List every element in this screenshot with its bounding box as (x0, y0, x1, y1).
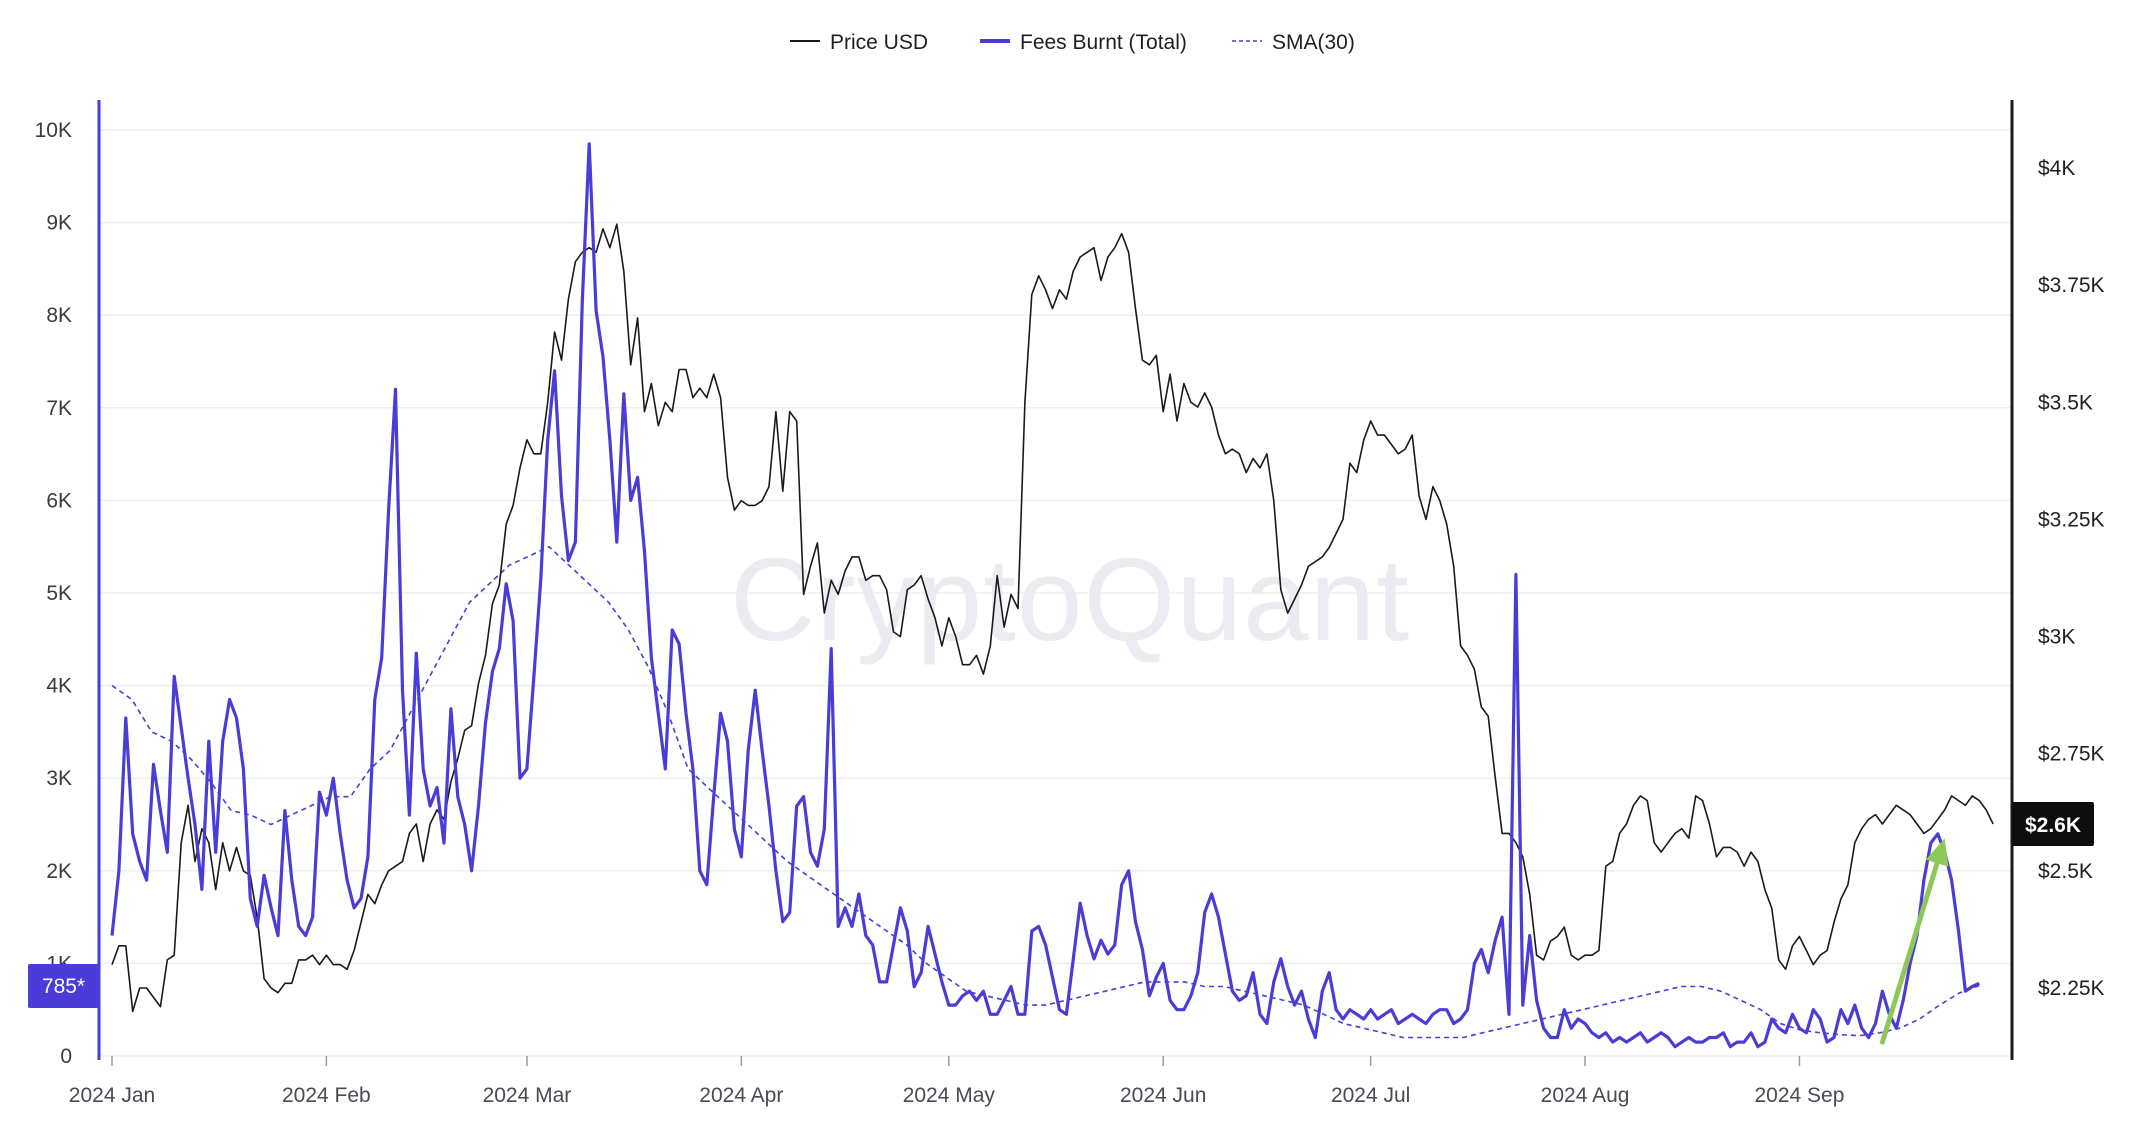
trend-arrow (1879, 838, 1949, 1045)
right-axis-ticks: $2.25K $2.5K $2.75K $3K $3.25K $3.5K $3.75K $4K (2038, 157, 2105, 1000)
right-badge-text: $2.6K (2025, 814, 2081, 837)
fees-line (110, 142, 1980, 1049)
left-tick-label: 3K (46, 767, 72, 790)
right-tick-label: $4K (2038, 157, 2075, 180)
grid-lines (99, 129, 2012, 1057)
legend-label: Price USD (830, 31, 928, 54)
x-tick-label: 2024 Jul (1331, 1084, 1410, 1107)
x-tick-label: 2024 Apr (699, 1084, 783, 1107)
legend-label: Fees Burnt (Total) (1020, 31, 1187, 54)
left-tick-label: 4K (46, 675, 72, 698)
left-current-badge: 785* (28, 964, 99, 1008)
left-badge-box (28, 964, 99, 1008)
right-tick-label: $3.5K (2038, 391, 2093, 414)
price-line (111, 223, 1994, 1013)
x-tick-label: 2024 Sep (1754, 1084, 1844, 1107)
right-badge-box (2012, 802, 2094, 846)
x-tick-label: 2024 Jan (69, 1084, 155, 1107)
watermark: CryptoQuant (730, 534, 1410, 666)
x-tick-label: 2024 Jun (1120, 1084, 1206, 1107)
price-series (111, 223, 1994, 1013)
legend: Price USD Fees Burnt (Total) SMA(30) (790, 31, 1355, 54)
left-tick-label: 7K (46, 397, 72, 420)
left-tick-label: 2K (46, 860, 72, 883)
right-current-badge: $2.6K (2012, 802, 2094, 846)
x-axis-ticks: 2024 Jan 2024 Feb 2024 Mar 2024 Apr 2024 May… (69, 1056, 1844, 1107)
right-tick-label: $2.25K (2038, 977, 2105, 1000)
legend-label: SMA(30) (1272, 31, 1355, 54)
left-tick-label: 8K (46, 304, 72, 327)
left-tick-label: 9K (46, 212, 72, 235)
left-tick-label: 0 (60, 1045, 72, 1068)
right-tick-label: $3K (2038, 626, 2075, 649)
left-tick-label: 5K (46, 582, 72, 605)
fees-series (110, 142, 1980, 1049)
x-tick-label: 2024 Mar (483, 1084, 572, 1107)
x-tick-label: 2024 May (903, 1084, 996, 1107)
left-tick-label: 6K (46, 489, 72, 512)
sma-series (111, 545, 1980, 1039)
legend-item: Fees Burnt (Total) (980, 31, 1187, 54)
right-tick-label: $2.5K (2038, 860, 2093, 883)
right-tick-label: $2.75K (2038, 743, 2105, 766)
x-tick-label: 2024 Feb (282, 1084, 371, 1107)
arrow-shaft (1879, 860, 1940, 1045)
left-tick-label: 10K (35, 119, 72, 142)
arrow-head (1925, 838, 1949, 867)
right-tick-label: $3.25K (2038, 508, 2105, 531)
legend-item: Price USD (790, 31, 928, 54)
axes (97, 100, 2014, 1060)
x-tick-label: 2024 Aug (1541, 1084, 1630, 1107)
right-tick-label: $3.75K (2038, 274, 2105, 297)
left-badge-text: 785* (42, 975, 85, 998)
axis-badges: 785* $2.6K (28, 802, 2094, 1008)
sma-line (111, 545, 1980, 1039)
legend-item: SMA(30) (1232, 31, 1355, 54)
